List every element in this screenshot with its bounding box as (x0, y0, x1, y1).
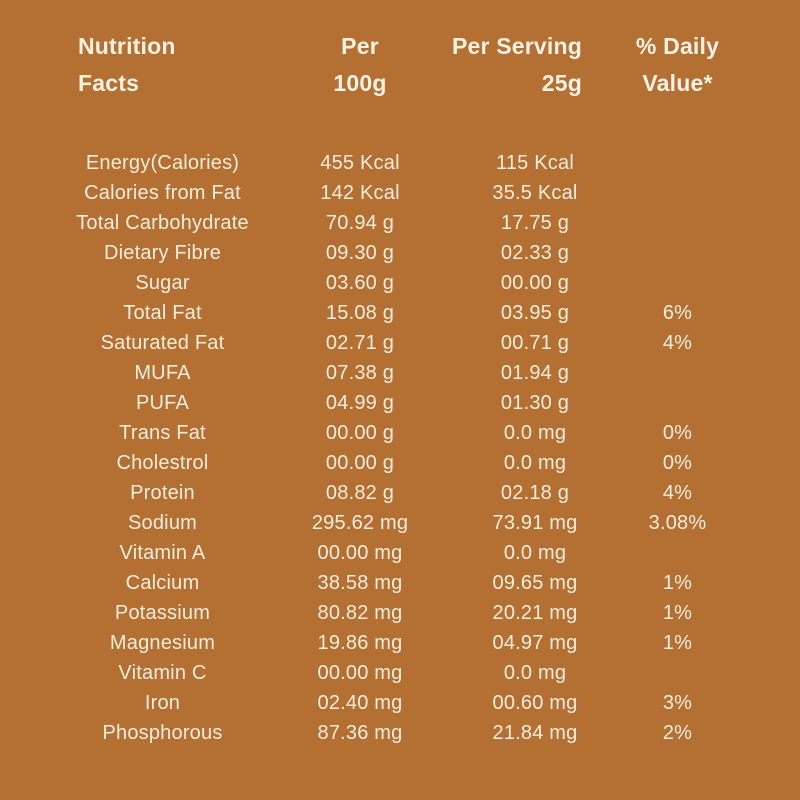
value-per-serving: 20.21 mg (492, 602, 578, 624)
row-label: Sugar (135, 272, 190, 294)
table-row: Phosphorous 87.36 mg 21.84 mg 2% (40, 718, 800, 748)
value-per-100g: 09.30 g (325, 242, 395, 264)
value-per-100g: 295.62 mg (311, 512, 409, 534)
row-label: PUFA (135, 392, 190, 414)
value-per-serving: 01.94 g (500, 362, 570, 384)
value-per-serving: 35.5 Kcal (492, 182, 578, 204)
value-per-100g: 02.71 g (325, 332, 395, 354)
value-per-100g: 00.00 g (325, 452, 395, 474)
value-per-100g: 00.00 mg (317, 542, 403, 564)
value-per-100g: 142 Kcal (320, 182, 400, 204)
value-per-100g: 19.86 mg (317, 632, 403, 654)
row-label: Total Fat (123, 302, 202, 324)
value-per-serving: 04.97 mg (492, 632, 578, 654)
table-row: Total Fat 15.08 g 03.95 g 6% (40, 298, 800, 328)
table-row: Sugar 03.60 g 00.00 g (40, 268, 800, 298)
row-label: Dietary Fibre (103, 242, 222, 264)
row-label: Trans Fat (119, 422, 206, 444)
value-per-serving: 73.91 mg (492, 512, 578, 534)
table-row: MUFA 07.38 g 01.94 g (40, 358, 800, 388)
table-row: Cholestrol 00.00 g 0.0 mg 0% (40, 448, 800, 478)
header-nutrition-facts: Nutrition Facts (78, 33, 176, 96)
row-label: Saturated Fat (100, 332, 225, 354)
table-row: Saturated Fat 02.71 g 00.71 g 4% (40, 328, 800, 358)
value-per-serving: 00.00 g (500, 272, 570, 294)
value-daily: 1% (662, 602, 693, 624)
value-per-serving: 03.95 g (500, 302, 570, 324)
row-label: Potassium (114, 602, 211, 624)
value-per-serving: 01.30 g (500, 392, 570, 414)
table-row: PUFA 04.99 g 01.30 g (40, 388, 800, 418)
value-per-100g: 08.82 g (325, 482, 395, 504)
value-daily: 1% (662, 632, 693, 654)
table-header: Nutrition Facts Per 100g Per Serving 25g… (40, 28, 800, 102)
row-label: Energy(Calories) (85, 152, 240, 174)
table-row: Vitamin C 00.00 mg 0.0 mg (40, 658, 800, 688)
value-per-100g: 00.00 g (325, 422, 395, 444)
value-per-serving: 115 Kcal (496, 152, 574, 174)
value-per-serving: 02.33 g (500, 242, 570, 264)
value-daily: 1% (662, 572, 693, 594)
row-label: Calories from Fat (84, 182, 241, 204)
row-label: Cholestrol (116, 452, 209, 474)
value-per-serving: 09.65 mg (492, 572, 578, 594)
table-row: Protein 08.82 g 02.18 g 4% (40, 478, 800, 508)
table-row: Dietary Fibre 09.30 g 02.33 g (40, 238, 800, 268)
row-label: Iron (144, 692, 181, 714)
table-row: Energy(Calories) 455 Kcal 115 Kcal (40, 148, 800, 178)
row-label: MUFA (134, 362, 191, 384)
row-label: Magnesium (109, 632, 216, 654)
table-row: Iron 02.40 mg 00.60 mg 3% (40, 688, 800, 718)
value-daily: 0% (662, 452, 693, 474)
table-row: Vitamin A 00.00 mg 0.0 mg (40, 538, 800, 568)
header-per-100g: Per 100g (333, 33, 387, 96)
row-label: Calcium (125, 572, 200, 594)
value-per-serving: 00.71 g (500, 332, 570, 354)
row-label: Vitamin C (118, 662, 207, 684)
value-daily: 0% (662, 422, 693, 444)
value-per-100g: 70.94 g (325, 212, 395, 234)
table-row: Calories from Fat 142 Kcal 35.5 Kcal (40, 178, 800, 208)
value-per-serving: 0.0 mg (503, 542, 567, 564)
value-per-100g: 02.40 mg (317, 692, 403, 714)
value-daily: 4% (662, 482, 693, 504)
table-row: Calcium 38.58 mg 09.65 mg 1% (40, 568, 800, 598)
row-label: Protein (130, 482, 195, 504)
row-label: Sodium (127, 512, 197, 534)
value-daily: 6% (662, 302, 693, 324)
value-daily: 3.08% (648, 512, 707, 534)
header-daily-value: % Daily Value* (635, 33, 720, 96)
row-label: Phosphorous (102, 722, 223, 744)
value-per-100g: 38.58 mg (317, 572, 403, 594)
value-per-serving: 17.75 g (500, 212, 570, 234)
value-daily: 2% (662, 722, 693, 744)
value-per-serving: 21.84 mg (492, 722, 578, 744)
table-row: Potassium 80.82 mg 20.21 mg 1% (40, 598, 800, 628)
value-per-serving: 00.60 mg (492, 692, 578, 714)
value-per-100g: 87.36 mg (317, 722, 403, 744)
value-per-serving: 0.0 mg (503, 422, 567, 444)
nutrition-table: Nutrition Facts Per 100g Per Serving 25g… (40, 28, 800, 748)
table-body: Energy(Calories) 455 Kcal 115 Kcal Calories… (40, 148, 800, 748)
table-row: Trans Fat 00.00 g 0.0 mg 0% (40, 418, 800, 448)
value-per-serving: 0.0 mg (503, 662, 567, 684)
header-per-serving: Per Serving 25g (451, 33, 582, 96)
value-per-100g: 00.00 mg (317, 662, 403, 684)
row-label: Vitamin A (119, 542, 206, 564)
table-row: Magnesium 19.86 mg 04.97 mg 1% (40, 628, 800, 658)
value-per-100g: 15.08 g (325, 302, 395, 324)
value-daily: 3% (662, 692, 693, 714)
value-daily: 4% (662, 332, 693, 354)
value-per-serving: 02.18 g (500, 482, 570, 504)
value-per-serving: 0.0 mg (503, 452, 567, 474)
table-row: Total Carbohydrate 70.94 g 17.75 g (40, 208, 800, 238)
value-per-100g: 80.82 mg (317, 602, 403, 624)
value-per-100g: 455 Kcal (320, 152, 400, 174)
value-per-100g: 04.99 g (325, 392, 395, 414)
value-per-100g: 07.38 g (325, 362, 395, 384)
value-per-100g: 03.60 g (325, 272, 395, 294)
row-label: Total Carbohydrate (76, 212, 249, 234)
table-row: Sodium 295.62 mg 73.91 mg 3.08% (40, 508, 800, 538)
